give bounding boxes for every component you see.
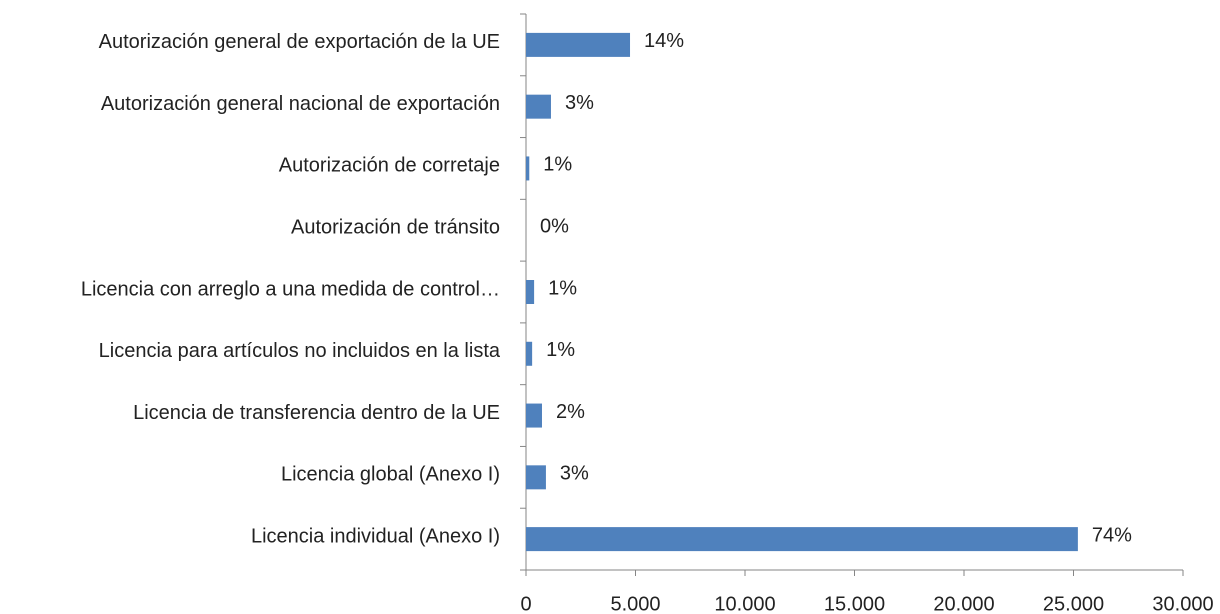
bar [526, 527, 1078, 552]
y-tick-label: Autorización de tránsito [291, 217, 500, 239]
bar [526, 465, 546, 490]
data-label: 3% [560, 463, 589, 485]
data-label: 3% [565, 92, 594, 114]
y-tick-label: Licencia con arreglo a una medida de con… [81, 278, 500, 300]
x-tick-label: 5.000 [610, 593, 660, 614]
bar [526, 94, 551, 119]
data-label: 14% [644, 30, 684, 52]
data-label: 2% [556, 401, 585, 423]
x-tick-label: 0 [520, 593, 531, 614]
y-tick-label: Autorización general de exportación de l… [99, 31, 500, 53]
x-tick-label: 25.000 [1043, 593, 1104, 614]
x-tick-label: 10.000 [714, 593, 775, 614]
y-tick-label: Licencia individual (Anexo I) [251, 525, 500, 547]
x-tick-label: 30.000 [1152, 593, 1213, 614]
data-label: 1% [543, 154, 572, 176]
bar [526, 156, 530, 181]
y-tick-label: Licencia global (Anexo I) [281, 464, 500, 486]
data-label: 1% [548, 277, 577, 299]
bar [526, 280, 535, 304]
y-tick-label: Licencia para artículos no incluidos en … [99, 340, 501, 362]
y-tick-label: Autorización de corretaje [279, 155, 500, 177]
x-tick-label: 15.000 [824, 593, 885, 614]
y-tick-label: Licencia de transferencia dentro de la U… [133, 402, 500, 424]
data-label: 74% [1092, 524, 1132, 546]
bar [526, 341, 533, 366]
bar [526, 32, 631, 57]
data-label: 1% [546, 339, 575, 361]
data-label: 0% [540, 216, 569, 238]
y-tick-label: Autorización general nacional de exporta… [101, 93, 500, 115]
x-tick-label: 20.000 [933, 593, 994, 614]
bar [526, 403, 542, 428]
